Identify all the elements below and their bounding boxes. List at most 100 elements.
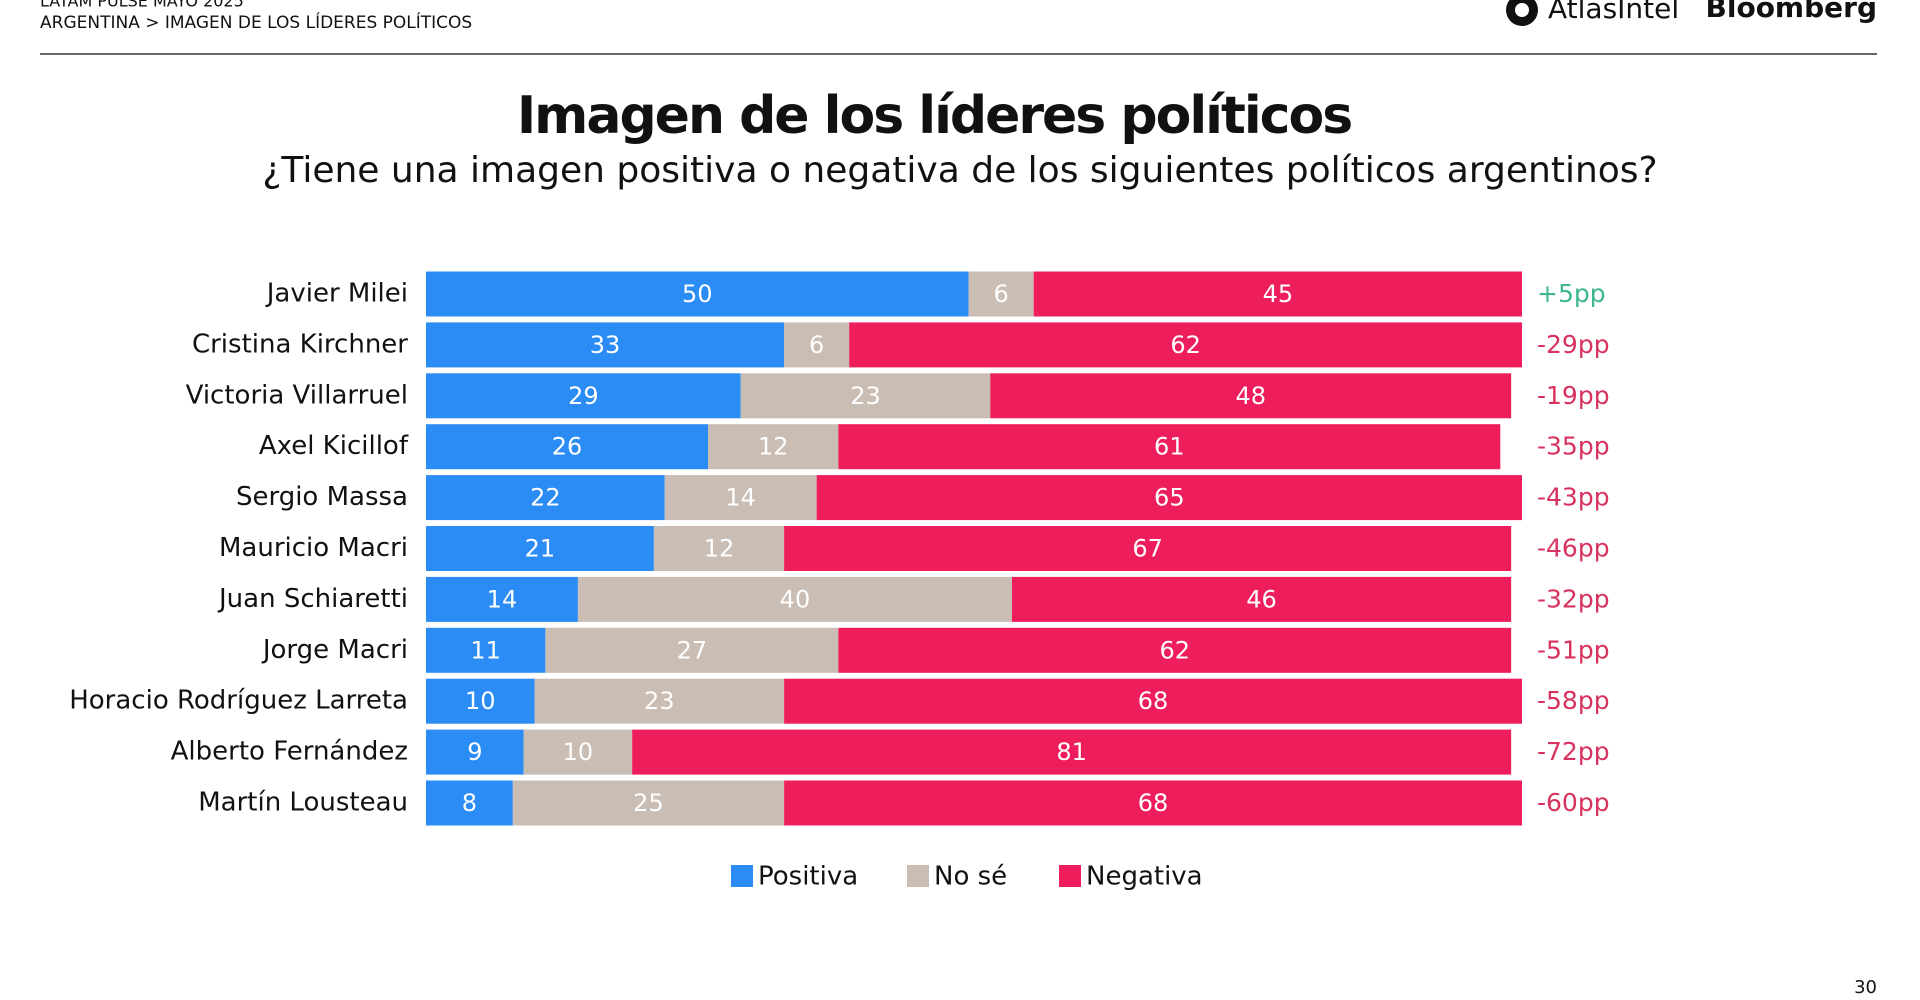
category-label: Sergio Massa: [236, 482, 408, 512]
logo-icon-hole: [1515, 3, 1529, 17]
value-label: 27: [677, 636, 708, 664]
bar-segment: [512, 780, 785, 826]
value-label: 25: [633, 789, 664, 817]
net-label: -29pp: [1537, 330, 1610, 359]
value-label: 10: [563, 738, 594, 766]
category-label: Jorge Macri: [261, 635, 408, 665]
bar-segment: [784, 526, 1512, 571]
value-label: 40: [780, 585, 811, 613]
value-label: 45: [1263, 280, 1294, 308]
net-label: -35pp: [1537, 432, 1610, 461]
value-label: 81: [1056, 738, 1087, 766]
bar-segment: [426, 373, 741, 419]
value-label: 23: [850, 382, 881, 410]
value-label: 8: [462, 789, 477, 817]
value-label: 29: [568, 382, 599, 410]
value-label: 67: [1132, 535, 1163, 563]
value-label: 14: [487, 585, 518, 613]
bar-segment: [426, 627, 546, 673]
bar-segment: [426, 424, 709, 470]
bar-segment: [990, 373, 1512, 419]
legend-label: No sé: [934, 862, 1007, 892]
net-label: -32pp: [1537, 584, 1610, 613]
legend-swatch: [907, 865, 929, 887]
value-label: 12: [704, 535, 735, 563]
bar-segment: [426, 780, 513, 826]
bar-segment: [577, 576, 1012, 622]
bar-segment: [426, 678, 535, 724]
value-label: 12: [758, 433, 789, 461]
net-label: -60pp: [1537, 788, 1610, 817]
value-label: 23: [644, 687, 675, 715]
bar-segment: [426, 526, 654, 571]
bar-segment: [816, 475, 1522, 521]
value-label: 68: [1138, 789, 1169, 817]
value-label: 62: [1170, 331, 1201, 359]
value-label: 10: [465, 687, 496, 715]
net-label: -72pp: [1537, 737, 1610, 766]
page-number: 30: [1854, 977, 1877, 998]
bar-segment: [838, 424, 1501, 470]
category-label: Horacio Rodríguez Larreta: [69, 686, 408, 716]
value-label: 21: [525, 535, 556, 563]
brand-atlas: AtlasIntel: [1548, 0, 1679, 25]
net-label: +5pp: [1537, 279, 1606, 308]
value-label: 50: [682, 280, 713, 308]
value-label: 26: [552, 433, 583, 461]
chart-title: Imagen de los líderes políticos: [517, 86, 1351, 146]
bar-segment: [426, 271, 969, 317]
bar-segment: [1011, 576, 1512, 622]
value-label: 61: [1154, 433, 1185, 461]
value-label: 65: [1154, 484, 1185, 512]
value-label: 33: [590, 331, 621, 359]
category-label: Javier Milei: [265, 279, 408, 309]
bar-segment: [426, 576, 578, 622]
legend-label: Positiva: [758, 862, 858, 892]
value-label: 14: [725, 484, 756, 512]
value-label: 6: [993, 280, 1008, 308]
bar-segment: [784, 780, 1522, 826]
bar-segment: [708, 424, 839, 470]
bar-segment: [523, 729, 633, 775]
chart-subtitle: ¿Tiene una imagen positiva o negativa de…: [262, 150, 1657, 191]
bar-segment: [426, 322, 785, 368]
value-label: 62: [1159, 636, 1190, 664]
legend-swatch: [731, 865, 753, 887]
bar-segment: [784, 322, 850, 368]
category-label: Axel Kicillof: [259, 431, 409, 461]
bar-segment: [426, 729, 524, 775]
legend-swatch: [1059, 865, 1081, 887]
value-label: 6: [809, 331, 824, 359]
report-name: LATAM PULSE MAYO 2025: [40, 0, 244, 11]
bar-segment: [968, 271, 1034, 317]
bar-segment: [426, 475, 665, 521]
bar-segment: [545, 627, 839, 673]
bar-segment: [838, 627, 1512, 673]
bar-segment: [664, 475, 817, 521]
value-label: 68: [1138, 687, 1169, 715]
value-label: 9: [467, 738, 482, 766]
category-label: Mauricio Macri: [219, 533, 408, 563]
net-label: -58pp: [1537, 686, 1610, 715]
atlas-logo: AtlasIntel: [1506, 0, 1679, 26]
net-label: -51pp: [1537, 635, 1610, 664]
category-label: Cristina Kirchner: [192, 329, 408, 359]
category-label: Alberto Fernández: [171, 737, 408, 767]
category-label: Martín Lousteau: [198, 788, 408, 818]
bar-segment: [1033, 271, 1522, 317]
net-label: -46pp: [1537, 534, 1610, 563]
value-label: 22: [530, 484, 561, 512]
bar-segment: [740, 373, 991, 419]
bar-segment: [849, 322, 1522, 368]
bar-segment: [784, 678, 1522, 724]
category-label: Juan Schiaretti: [217, 584, 408, 614]
bar-segment: [653, 526, 785, 571]
net-label: -19pp: [1537, 381, 1610, 410]
bar-segment: [534, 678, 785, 724]
net-label: -43pp: [1537, 483, 1610, 512]
value-label: 11: [470, 636, 501, 664]
category-label: Victoria Villarruel: [186, 380, 408, 410]
legend-label: Negativa: [1086, 862, 1203, 892]
brand-bloomberg: Bloomberg: [1706, 0, 1877, 24]
